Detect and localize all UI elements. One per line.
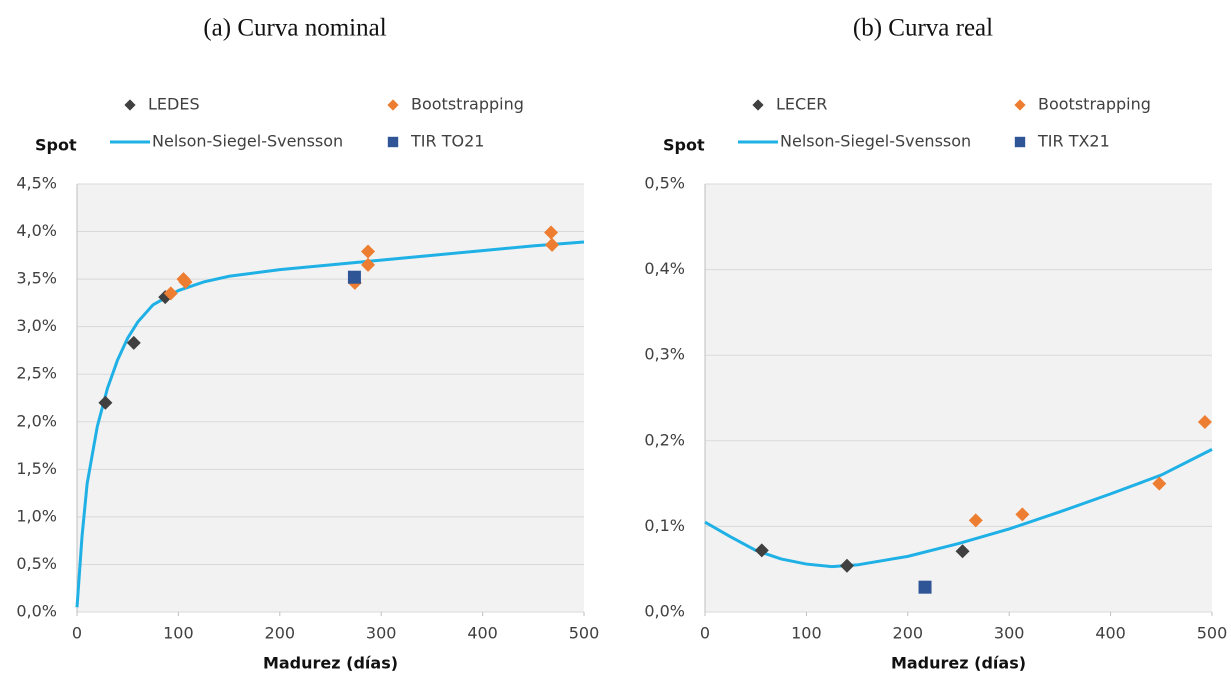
data-point [918,580,932,594]
legend-label: TIR TX21 [1037,132,1110,151]
legend-label: TIR TO21 [410,132,484,151]
data-point [544,225,559,240]
y-axis-title: Spot [663,136,705,155]
data-point [361,257,376,272]
legend-marker [752,99,764,111]
y-tick-label: 0,5% [16,554,57,573]
data-point [955,544,970,559]
legend-label: LEDES [148,95,200,114]
data-point [754,543,769,558]
legend-label: Nelson-Siegel-Svensson [152,132,343,151]
y-tick-label: 0,0% [16,602,57,621]
data-point [968,513,983,528]
legend-label: Nelson-Siegel-Svensson [780,132,971,151]
x-tick-label: 400 [1095,624,1126,643]
legend-label: LECER [776,95,827,114]
y-tick-label: 1,0% [16,506,57,525]
x-tick-label: 300 [366,624,397,643]
data-point [1197,414,1212,429]
y-tick-label: 2,5% [16,364,57,383]
data-point [178,274,193,289]
data-point [361,244,376,259]
x-tick-label: 500 [1197,624,1228,643]
legend-marker [124,99,136,111]
data-point [163,286,178,301]
y-tick-label: 0,1% [644,516,685,535]
y-tick-label: 2,0% [16,411,57,430]
data-point [1015,507,1030,522]
x-axis-title: Madurez (días) [263,654,398,673]
data-point [126,335,141,350]
chart-title: (a) Curva nominal [203,15,386,42]
legend-marker [1014,99,1026,111]
x-tick-label: 0 [700,624,710,643]
x-tick-label: 400 [467,624,498,643]
legend-marker [387,136,399,148]
x-axis-title: Madurez (días) [891,654,1026,673]
y-tick-label: 4,5% [16,174,57,193]
y-tick-label: 0,0% [644,602,685,621]
y-tick-label: 1,5% [16,459,57,478]
y-tick-label: 4,0% [16,221,57,240]
x-tick-label: 500 [569,624,600,643]
x-tick-label: 0 [72,624,82,643]
y-tick-label: 3,0% [16,316,57,335]
data-point [839,558,854,573]
x-tick-label: 100 [163,624,194,643]
y-tick-label: 3,5% [16,269,57,288]
y-axis-title: Spot [35,136,77,155]
legend-marker [387,99,399,111]
data-point [347,270,361,284]
data-point [98,395,113,410]
legend-marker [1014,136,1026,148]
x-tick-label: 200 [265,624,296,643]
y-tick-label: 0,5% [644,174,685,193]
plot-area [705,184,1212,612]
x-tick-label: 200 [893,624,924,643]
y-tick-label: 0,3% [644,345,685,364]
legend-label: Bootstrapping [1038,95,1151,114]
x-tick-label: 100 [791,624,822,643]
curve [75,240,585,608]
plot-area [77,184,584,612]
y-tick-label: 0,2% [644,430,685,449]
data-point [545,237,560,252]
x-tick-label: 300 [994,624,1025,643]
chart-title: (b) Curva real [853,15,993,42]
legend-label: Bootstrapping [411,95,524,114]
y-tick-label: 0,4% [644,259,685,278]
data-point [1152,476,1167,491]
